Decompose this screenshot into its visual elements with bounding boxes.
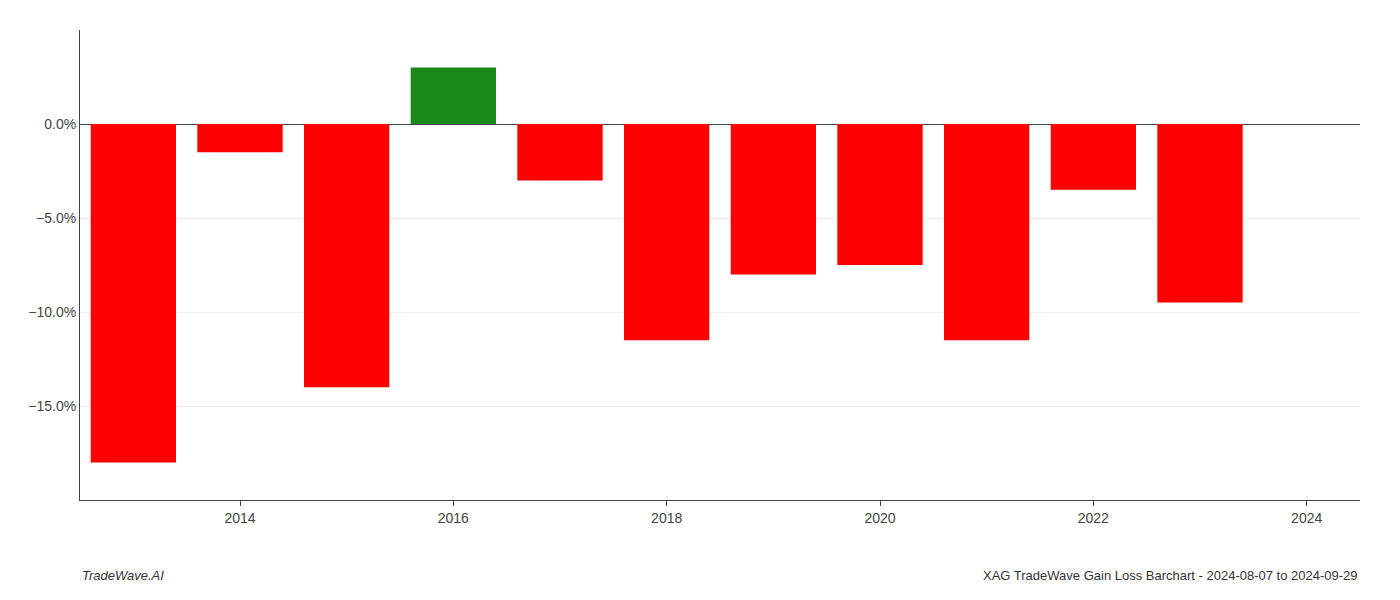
svg-text:2016: 2016 xyxy=(438,510,469,526)
svg-text:XAG TradeWave Gain Loss Barcha: XAG TradeWave Gain Loss Barchart - 2024-… xyxy=(983,568,1358,583)
svg-text:−15.0%: −15.0% xyxy=(28,398,76,414)
svg-text:−5.0%: −5.0% xyxy=(36,210,76,226)
svg-text:2014: 2014 xyxy=(224,510,255,526)
svg-text:TradeWave.AI: TradeWave.AI xyxy=(82,568,164,583)
svg-text:2024: 2024 xyxy=(1291,510,1322,526)
svg-text:0.0%: 0.0% xyxy=(44,116,76,132)
svg-text:2022: 2022 xyxy=(1078,510,1109,526)
svg-text:2018: 2018 xyxy=(651,510,682,526)
svg-text:−10.0%: −10.0% xyxy=(28,304,76,320)
svg-text:2020: 2020 xyxy=(864,510,895,526)
